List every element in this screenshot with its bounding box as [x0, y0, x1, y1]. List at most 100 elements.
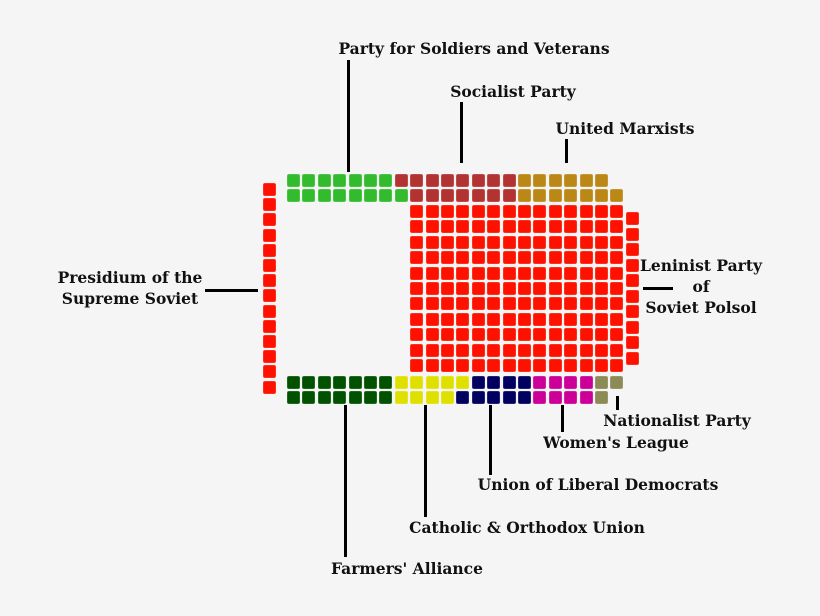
seat-leninist: [548, 266, 562, 280]
seat-leninist: [471, 235, 485, 249]
seat-farmers: [317, 376, 331, 389]
seat-socialist: [471, 174, 485, 187]
seat-soldiers: [348, 189, 362, 202]
seat-socialist: [394, 174, 408, 187]
seat-catholic: [410, 376, 424, 389]
seat-liberal: [487, 376, 501, 389]
seat-liberal: [471, 376, 485, 389]
seat-socialist: [425, 189, 439, 202]
seat-farmers: [287, 376, 300, 389]
seat-marxists: [548, 174, 562, 187]
seat-leninist: [456, 205, 470, 218]
seat-leninist: [564, 343, 578, 357]
seat-leninist: [595, 328, 608, 342]
seat-marxists: [533, 174, 547, 187]
seat-leninist: [626, 258, 639, 272]
seat-leninist: [548, 235, 562, 249]
seat-liberal: [518, 391, 531, 404]
seat-presidium: [263, 213, 276, 227]
seat-leninist: [518, 282, 531, 295]
seat-leninist: [610, 312, 624, 326]
seat-marxists: [595, 189, 608, 202]
seat-soldiers: [333, 174, 347, 187]
seat-farmers: [302, 376, 316, 389]
seat-leninist: [595, 251, 608, 265]
seat-leninist: [456, 359, 470, 372]
seat-leninist: [579, 312, 593, 326]
seat-women: [579, 391, 593, 404]
seat-leninist: [425, 359, 439, 372]
seat-leninist: [564, 251, 578, 265]
leader-line-liberal: [489, 405, 492, 475]
seat-nationalist: [610, 376, 624, 389]
seat-leninist: [425, 251, 439, 265]
seat-socialist: [502, 174, 516, 187]
seat-leninist: [626, 243, 639, 256]
seat-catholic: [394, 391, 408, 404]
seat-leninist: [502, 328, 516, 342]
seat-leninist: [564, 205, 578, 218]
seat-farmers: [364, 376, 377, 389]
seat-soldiers: [287, 174, 300, 187]
seat-liberal: [487, 391, 501, 404]
seat-leninist: [610, 282, 624, 295]
seat-leninist: [502, 220, 516, 234]
seat-marxists: [518, 189, 531, 202]
seat-marxists: [579, 189, 593, 202]
seat-leninist: [548, 343, 562, 357]
seat-leninist: [456, 343, 470, 357]
leader-line-leninist: [643, 287, 673, 290]
seat-leninist: [626, 212, 639, 225]
seat-leninist: [533, 312, 547, 326]
seat-leninist: [425, 266, 439, 280]
seat-presidium: [263, 289, 276, 303]
seat-leninist: [471, 251, 485, 265]
seat-marxists: [595, 174, 608, 187]
label-presidium-line1: Presidium of the: [57, 268, 203, 287]
seat-presidium: [263, 365, 276, 379]
seat-presidium: [263, 319, 276, 333]
seat-farmers: [364, 391, 377, 404]
label-leninist: Leninist Party of Soviet Polsol: [640, 255, 762, 318]
seat-leninist: [456, 328, 470, 342]
seat-leninist: [487, 220, 501, 234]
seat-leninist: [471, 312, 485, 326]
seat-farmers: [379, 376, 393, 389]
seat-leninist: [595, 282, 608, 295]
seat-leninist: [487, 297, 501, 311]
leader-line-farmers: [344, 405, 347, 557]
seat-leninist: [533, 343, 547, 357]
seat-leninist: [502, 282, 516, 295]
seat-leninist: [518, 266, 531, 280]
seat-leninist: [441, 235, 454, 249]
seat-women: [533, 376, 547, 389]
seat-leninist: [595, 359, 608, 372]
seat-leninist: [533, 220, 547, 234]
seat-leninist: [610, 297, 624, 311]
seat-liberal: [502, 391, 516, 404]
seat-leninist: [518, 251, 531, 265]
seat-leninist: [410, 297, 424, 311]
seat-presidium: [263, 259, 276, 272]
seat-presidium: [263, 198, 276, 212]
seat-leninist: [564, 235, 578, 249]
seat-leninist: [502, 235, 516, 249]
seat-leninist: [456, 251, 470, 265]
seat-leninist: [487, 312, 501, 326]
seat-leninist: [487, 359, 501, 372]
seat-leninist: [548, 205, 562, 218]
seat-leninist: [502, 297, 516, 311]
seat-catholic: [441, 391, 454, 404]
seat-marxists: [610, 189, 624, 202]
seat-liberal: [456, 391, 470, 404]
seat-leninist: [564, 359, 578, 372]
leader-line-marxists: [565, 139, 568, 163]
label-presidium-line2: Supreme Soviet: [61, 289, 199, 308]
seat-leninist: [425, 297, 439, 311]
seat-leninist: [441, 312, 454, 326]
seat-soldiers: [333, 189, 347, 202]
seat-leninist: [610, 205, 624, 218]
seat-soldiers: [287, 189, 300, 202]
seat-leninist: [518, 297, 531, 311]
